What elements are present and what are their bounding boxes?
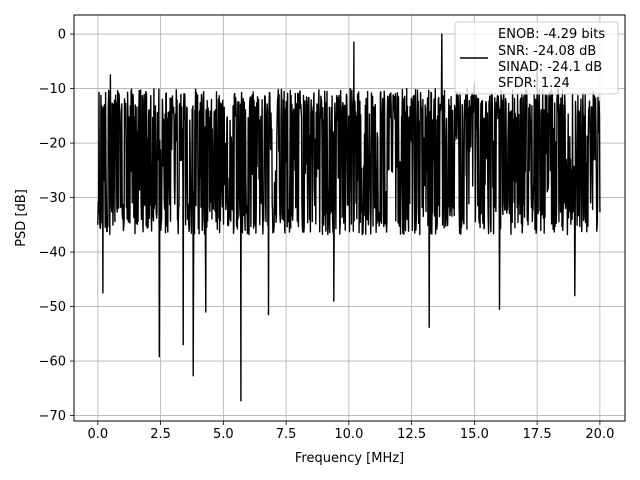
x-tick-label: 2.5 (150, 427, 171, 442)
x-tick-label: 5.0 (213, 427, 234, 442)
psd-trace (97, 33, 601, 402)
x-tick-label: 12.5 (397, 427, 426, 442)
y-tick-label: −10 (39, 82, 66, 97)
y-tick-label: −40 (39, 246, 66, 261)
x-tick-label: 10.0 (334, 427, 363, 442)
legend-entry-snr: SNR: -24.08 dB (498, 44, 596, 59)
x-tick-label: 7.5 (276, 427, 297, 442)
y-tick-label: −60 (39, 355, 66, 370)
y-tick-label: 0 (58, 28, 66, 43)
y-axis-label: PSD [dB] (14, 189, 29, 247)
legend-entry-sfdr: SFDR: 1.24 (498, 76, 570, 91)
y-axis: 0 −10 −20 −30 −40 −50 −60 −70 (39, 28, 74, 424)
x-tick-label: 20.0 (585, 427, 614, 442)
y-tick-label: −50 (39, 300, 66, 315)
legend-entry-enob: ENOB: -4.29 bits (498, 27, 605, 42)
x-tick-label: 15.0 (460, 427, 489, 442)
series-line (97, 33, 601, 402)
x-axis-label: Frequency [MHz] (295, 451, 404, 466)
legend-entry-sinad: SINAD: -24.1 dB (498, 60, 602, 75)
y-tick-label: −20 (39, 137, 66, 152)
x-tick-label: 17.5 (523, 427, 552, 442)
x-tick-label: 0.0 (88, 427, 109, 442)
x-axis: 0.0 2.5 5.0 7.5 10.0 12.5 15.0 17.5 20.0 (88, 421, 614, 442)
legend-box (454, 21, 619, 95)
y-tick-label: −30 (39, 191, 66, 206)
y-tick-label: −70 (39, 409, 66, 424)
legend: ENOB: -4.29 bits SNR: -24.08 dB SINAD: -… (454, 21, 619, 95)
axes-frame (73, 14, 626, 422)
